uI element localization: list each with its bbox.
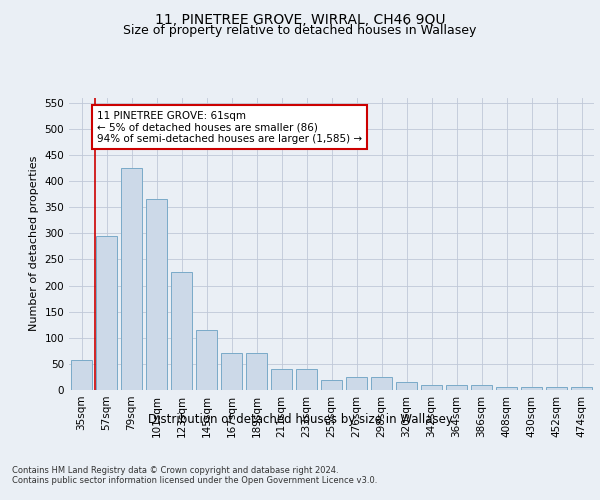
Bar bbox=[221, 354, 242, 390]
Text: Size of property relative to detached houses in Wallasey: Size of property relative to detached ho… bbox=[124, 24, 476, 37]
Bar bbox=[346, 377, 367, 390]
Bar bbox=[171, 272, 192, 390]
Text: 11, PINETREE GROVE, WIRRAL, CH46 9QU: 11, PINETREE GROVE, WIRRAL, CH46 9QU bbox=[155, 12, 445, 26]
Bar bbox=[571, 388, 592, 390]
Bar bbox=[71, 360, 92, 390]
Bar bbox=[371, 377, 392, 390]
Text: Distribution of detached houses by size in Wallasey: Distribution of detached houses by size … bbox=[148, 412, 452, 426]
Bar bbox=[121, 168, 142, 390]
Y-axis label: Number of detached properties: Number of detached properties bbox=[29, 156, 39, 332]
Bar bbox=[321, 380, 342, 390]
Bar bbox=[96, 236, 117, 390]
Text: 11 PINETREE GROVE: 61sqm
← 5% of detached houses are smaller (86)
94% of semi-de: 11 PINETREE GROVE: 61sqm ← 5% of detache… bbox=[97, 110, 362, 144]
Text: Contains HM Land Registry data © Crown copyright and database right 2024.: Contains HM Land Registry data © Crown c… bbox=[12, 466, 338, 475]
Bar bbox=[446, 385, 467, 390]
Bar bbox=[271, 369, 292, 390]
Bar bbox=[396, 382, 417, 390]
Bar bbox=[521, 388, 542, 390]
Bar bbox=[196, 330, 217, 390]
Bar bbox=[471, 385, 492, 390]
Text: Contains public sector information licensed under the Open Government Licence v3: Contains public sector information licen… bbox=[12, 476, 377, 485]
Bar bbox=[246, 354, 267, 390]
Bar bbox=[421, 385, 442, 390]
Bar bbox=[496, 388, 517, 390]
Bar bbox=[296, 369, 317, 390]
Bar bbox=[546, 388, 567, 390]
Bar bbox=[146, 200, 167, 390]
